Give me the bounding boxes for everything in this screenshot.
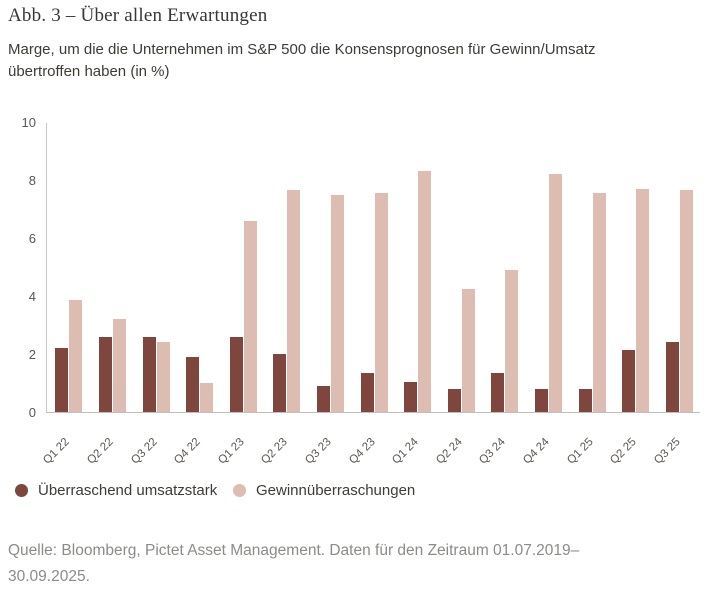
bar-gewinnueberraschungen	[374, 193, 388, 412]
bar-chart: 0 2 4 6 8 10 Q1 22 Q2 22 Q3 22 Q4 22 Q1 23 Q2 23 Q3…	[21, 115, 700, 467]
bar-ueberraschend-umsatzstark	[534, 388, 548, 412]
figure-source: Quelle: Bloomberg, Pictet Asset Manageme…	[8, 542, 580, 585]
bar-ueberraschend-umsatzstark	[491, 372, 505, 412]
y-tick-label: 10	[21, 115, 36, 130]
x-tick-label: Q4 23	[346, 436, 378, 467]
x-tick-label: Q2 23	[259, 436, 291, 467]
bar-gewinnueberraschungen	[679, 190, 693, 412]
bar-gewinnueberraschungen	[505, 269, 519, 412]
bar-gewinnueberraschungen	[461, 288, 475, 412]
bar-ueberraschend-umsatzstark	[142, 336, 156, 412]
bar-ueberraschend-umsatzstark	[578, 388, 592, 412]
bar-ueberraschend-umsatzstark	[447, 388, 461, 412]
bar-ueberraschend-umsatzstark	[55, 348, 69, 412]
bar-ueberraschend-umsatzstark	[316, 385, 330, 412]
y-tick-label: 8	[28, 173, 36, 188]
x-tick-label: Q1 22	[41, 436, 73, 467]
chart-legend: Überraschend umsatzstark Gewinnüberrasch…	[0, 482, 715, 500]
x-tick-label: Q2 25	[608, 436, 640, 467]
bar-gewinnueberraschungen	[636, 188, 650, 412]
x-tick-label: Q4 24	[521, 436, 552, 467]
bar-gewinnueberraschungen	[592, 193, 606, 412]
y-tick-label: 6	[28, 231, 36, 246]
bar-gewinnueberraschungen	[548, 174, 562, 412]
legend-swatch-gewinn-icon	[233, 483, 246, 497]
legend-item-umsatzstark: Überraschend umsatzstark	[15, 481, 218, 499]
figure-title: Abb. 3 – Über allen Erwartungen	[8, 5, 268, 26]
bar-ueberraschend-umsatzstark	[404, 381, 418, 412]
x-tick-label: Q3 24	[477, 436, 509, 467]
legend-label-umsatzstark: Überraschend umsatzstark	[38, 481, 218, 499]
bar-gewinnueberraschungen	[69, 300, 83, 412]
y-tick-label: 2	[28, 347, 36, 362]
x-tick-label: Q3 25	[652, 436, 683, 467]
x-tick-label: Q3 23	[303, 436, 334, 467]
legend-swatch-umsatzstark-icon	[15, 483, 28, 497]
legend-label-gewinn: Gewinnüberraschungen	[256, 481, 416, 499]
x-tick-label: Q2 22	[85, 436, 116, 467]
bar-ueberraschend-umsatzstark	[229, 336, 243, 412]
bar-gewinnueberraschungen	[156, 342, 170, 412]
x-tick-label: Q2 24	[434, 436, 465, 467]
bar-ueberraschend-umsatzstark	[98, 336, 112, 412]
x-tick-label: Q1 23	[216, 436, 247, 467]
bar-ueberraschend-umsatzstark	[665, 342, 679, 412]
figure-subtitle: Marge, um die die Unternehmen im S&P 500…	[8, 41, 596, 80]
bar-ueberraschend-umsatzstark	[186, 356, 200, 412]
x-tick-label: Q1 24	[390, 436, 422, 467]
x-tick-label: Q4 22	[172, 436, 204, 467]
plot-area	[46, 123, 700, 413]
x-tick-label: Q3 22	[128, 436, 160, 467]
bar-gewinnueberraschungen	[112, 319, 126, 412]
bar-gewinnueberraschungen	[243, 220, 257, 412]
bar-ueberraschend-umsatzstark	[622, 349, 636, 412]
legend-item-gewinn: Gewinnüberraschungen	[233, 481, 416, 499]
x-tick-label: Q1 25	[564, 436, 596, 467]
bar-gewinnueberraschungen	[418, 171, 432, 412]
y-tick-label: 4	[28, 289, 36, 304]
y-tick-label: 0	[28, 405, 36, 420]
bar-ueberraschend-umsatzstark	[360, 372, 374, 412]
bar-ueberraschend-umsatzstark	[273, 354, 287, 412]
bar-gewinnueberraschungen	[200, 383, 214, 412]
bar-gewinnueberraschungen	[330, 194, 344, 412]
bar-gewinnueberraschungen	[287, 190, 301, 412]
